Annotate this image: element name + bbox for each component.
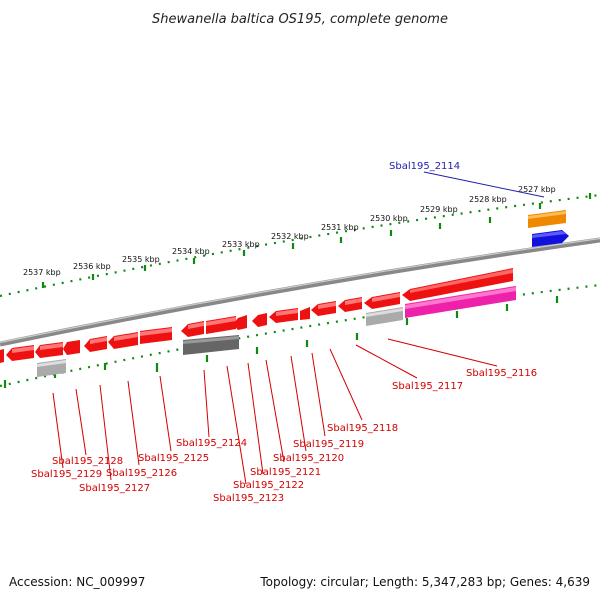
scale-label: 2530 kbp: [370, 214, 408, 223]
red-gene-highlights: [12, 293, 400, 353]
gene-label-2120[interactable]: Sbal195_2120: [273, 453, 344, 464]
scale-label: 2536 kbp: [73, 262, 111, 271]
gene-label-2129[interactable]: Sbal195_2129: [31, 469, 102, 480]
outer-scale-track: [0, 193, 600, 298]
gene-Sbal195-2121[interactable]: [300, 307, 310, 320]
scale-label: 2537 kbp: [23, 268, 61, 277]
gene-grey-highlight: [366, 308, 403, 317]
gene-label-2123[interactable]: Sbal195_2123: [213, 493, 284, 504]
scale-label: 2529 kbp: [420, 205, 458, 214]
gene-labels: Sbal195_2114 Sbal195_2116 Sbal195_2117 S…: [31, 161, 537, 504]
gene-orange-highlight: [528, 211, 566, 219]
gene-Sbal195-2129a[interactable]: [63, 340, 80, 355]
gene-label-2127[interactable]: Sbal195_2127: [79, 483, 150, 494]
gene-blue-highlight: [532, 231, 566, 238]
gene-dark-grey-highlight: [183, 336, 239, 344]
gene-label-2124[interactable]: Sbal195_2124: [176, 438, 247, 449]
scale-label: 2531 kbp: [321, 223, 359, 232]
gene-label-2119[interactable]: Sbal195_2119: [293, 439, 364, 450]
topology-text: Topology: circular; Length: 5,347,283 bp…: [259, 575, 590, 589]
scale-labels: 2537 kbp 2536 kbp 2535 kbp 2534 kbp 2533…: [23, 185, 556, 277]
gene-label-2118[interactable]: Sbal195_2118: [327, 423, 398, 434]
scale-label: 2533 kbp: [222, 240, 260, 249]
genome-backbone: [0, 237, 600, 347]
scale-label: 2535 kbp: [122, 255, 160, 264]
gene-label-2117[interactable]: Sbal195_2117: [392, 381, 463, 392]
gene-label-2121[interactable]: Sbal195_2121: [250, 467, 321, 478]
genome-backbone-highlight: [0, 237, 600, 344]
gene-red-edge[interactable]: [0, 349, 4, 363]
gene-label-2114[interactable]: Sbal195_2114: [389, 161, 460, 172]
leader-lines: [52, 338, 498, 485]
gene-light-grey-highlight: [37, 360, 66, 367]
gene-label-2128[interactable]: Sbal195_2128: [52, 456, 123, 467]
gene-label-2116[interactable]: Sbal195_2116: [466, 368, 537, 379]
scale-label: 2528 kbp: [469, 195, 507, 204]
accession-text: Accession: NC_009997: [9, 575, 145, 589]
gene-label-2126[interactable]: Sbal195_2126: [106, 468, 177, 479]
gene-label-2125[interactable]: Sbal195_2125: [138, 453, 209, 464]
outer-major-ticks: [41, 193, 592, 288]
leader-line-2114: [423, 171, 545, 198]
gene-magenta-highlight: [405, 287, 516, 309]
scale-label: 2534 kbp: [172, 247, 210, 256]
gene-label-2122[interactable]: Sbal195_2122: [233, 480, 304, 491]
scale-label: 2532 kbp: [271, 232, 309, 241]
gene-Sbal195-2124a[interactable]: [233, 315, 247, 330]
gene-Sbal195-2123[interactable]: [252, 313, 267, 327]
scale-label: 2527 kbp: [518, 185, 556, 194]
gene-red-large-highlight: [410, 269, 513, 293]
map-title: Shewanella baltica OS195, complete genom…: [152, 12, 448, 27]
